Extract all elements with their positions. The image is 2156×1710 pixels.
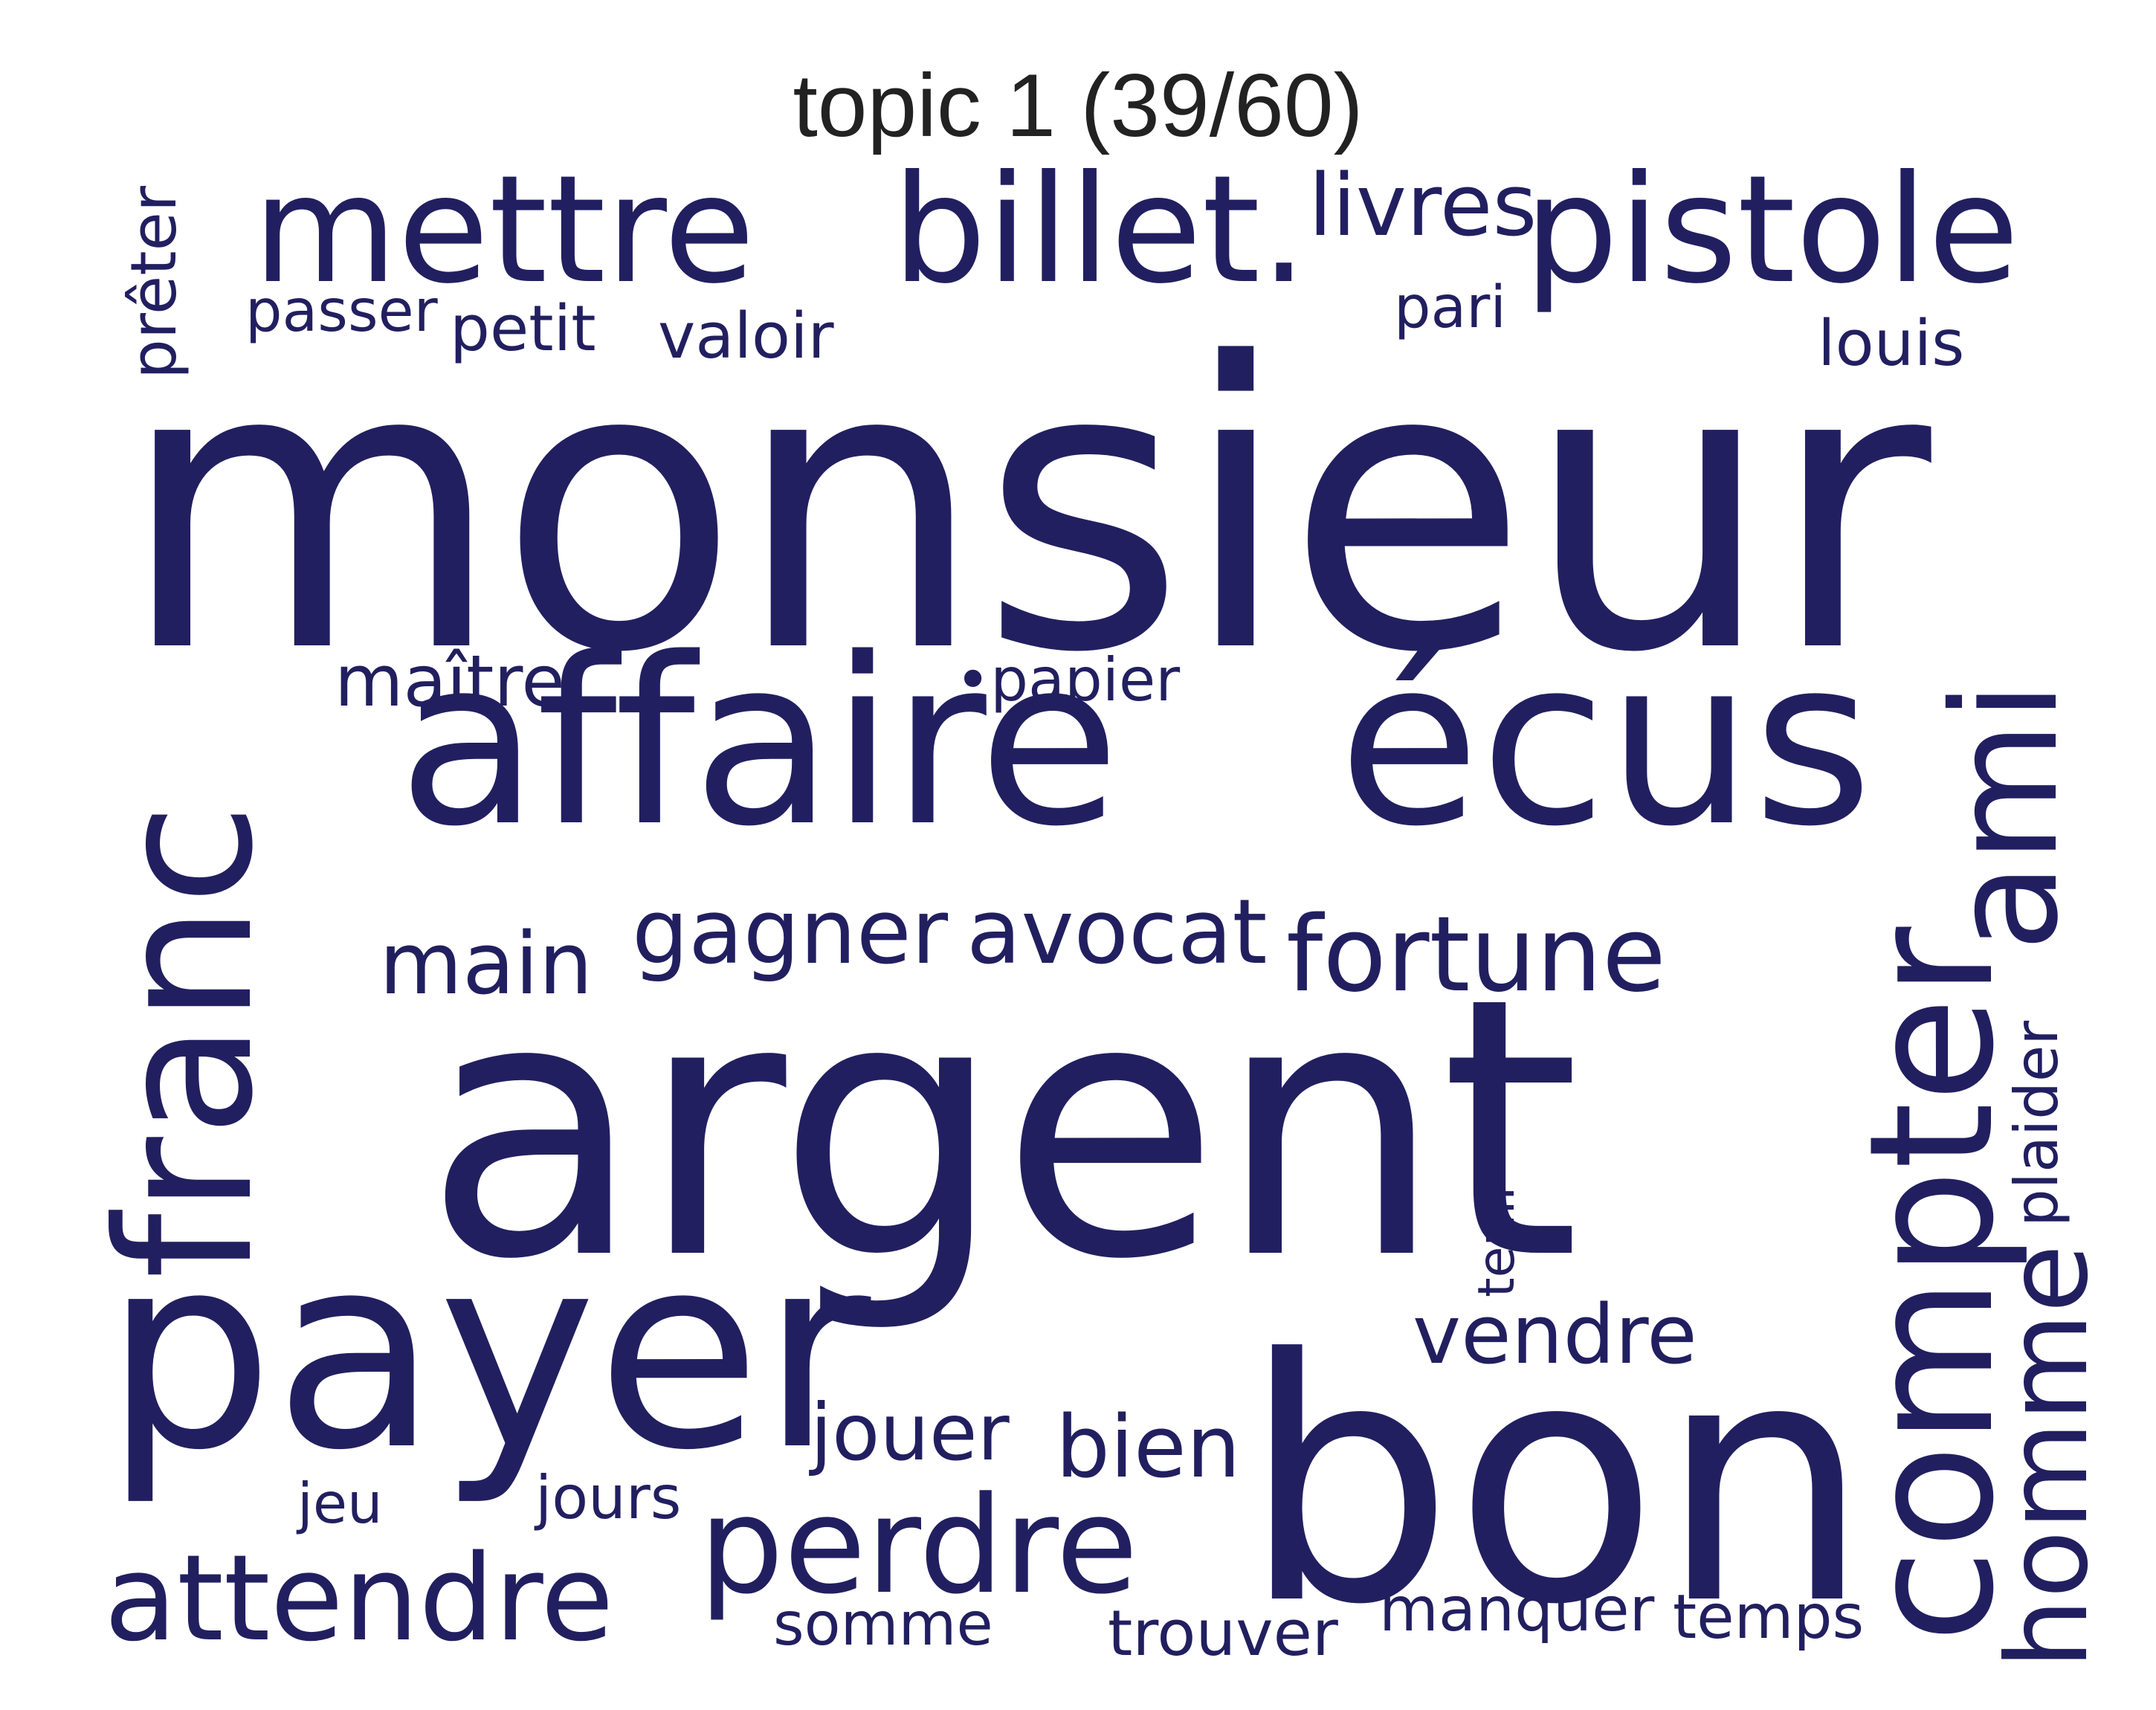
word-ami: ami — [1921, 681, 2090, 952]
word-ecus: écus — [1338, 609, 1873, 877]
word-fortune: fortune — [1286, 894, 1666, 1016]
word-jeu: jeu — [297, 1471, 383, 1536]
word-somme: somme — [773, 1590, 993, 1659]
word-temps: temps — [1673, 1582, 1865, 1653]
word-petit: petit — [450, 292, 596, 366]
word-billet: billet. — [892, 143, 1308, 317]
word-attendre: attendre — [104, 1529, 614, 1668]
word-jouer: jouer — [810, 1387, 1010, 1478]
word-jours: jours — [535, 1463, 682, 1532]
word-livres: livres — [1308, 156, 1537, 256]
word-argent: argent — [424, 922, 1580, 1338]
word-valoir: valoir — [658, 300, 834, 373]
word-louis: louis — [1818, 307, 1965, 381]
word-plaider: plaider — [2002, 1020, 2071, 1227]
word-main: main — [379, 914, 593, 1014]
word-bon: bon — [1242, 1288, 1871, 1678]
word-manquer: manquer — [1379, 1575, 1655, 1645]
word-perdre: perdre — [699, 1468, 1138, 1624]
word-papier: •papier — [955, 645, 1181, 714]
word-trouver: trouver — [1108, 1597, 1338, 1671]
word-vendre: vendre — [1413, 1287, 1697, 1382]
word-payer: payer — [104, 1197, 871, 1509]
word-affaire: affaire — [398, 609, 1120, 877]
word-passer: passer — [245, 278, 438, 345]
word-pari: pari — [1394, 274, 1507, 341]
word-homme: homme — [1984, 1244, 2113, 1669]
cloud-title: topic 1 (39/60) — [793, 56, 1363, 155]
word-franc: franc — [77, 803, 294, 1279]
word-mettre: mettre — [253, 143, 755, 317]
word-tenir: tenir — [1468, 1179, 1526, 1297]
word-bien: bien — [1056, 1398, 1241, 1497]
word-pistole: pistole — [1524, 143, 2020, 317]
word-gagner: gagner — [632, 881, 949, 984]
word-avocat: avocat — [966, 881, 1268, 984]
word-preter: prêter — [117, 186, 191, 379]
word-maitre: maître — [335, 641, 565, 723]
word-monsieur: monsieur — [119, 280, 1931, 738]
